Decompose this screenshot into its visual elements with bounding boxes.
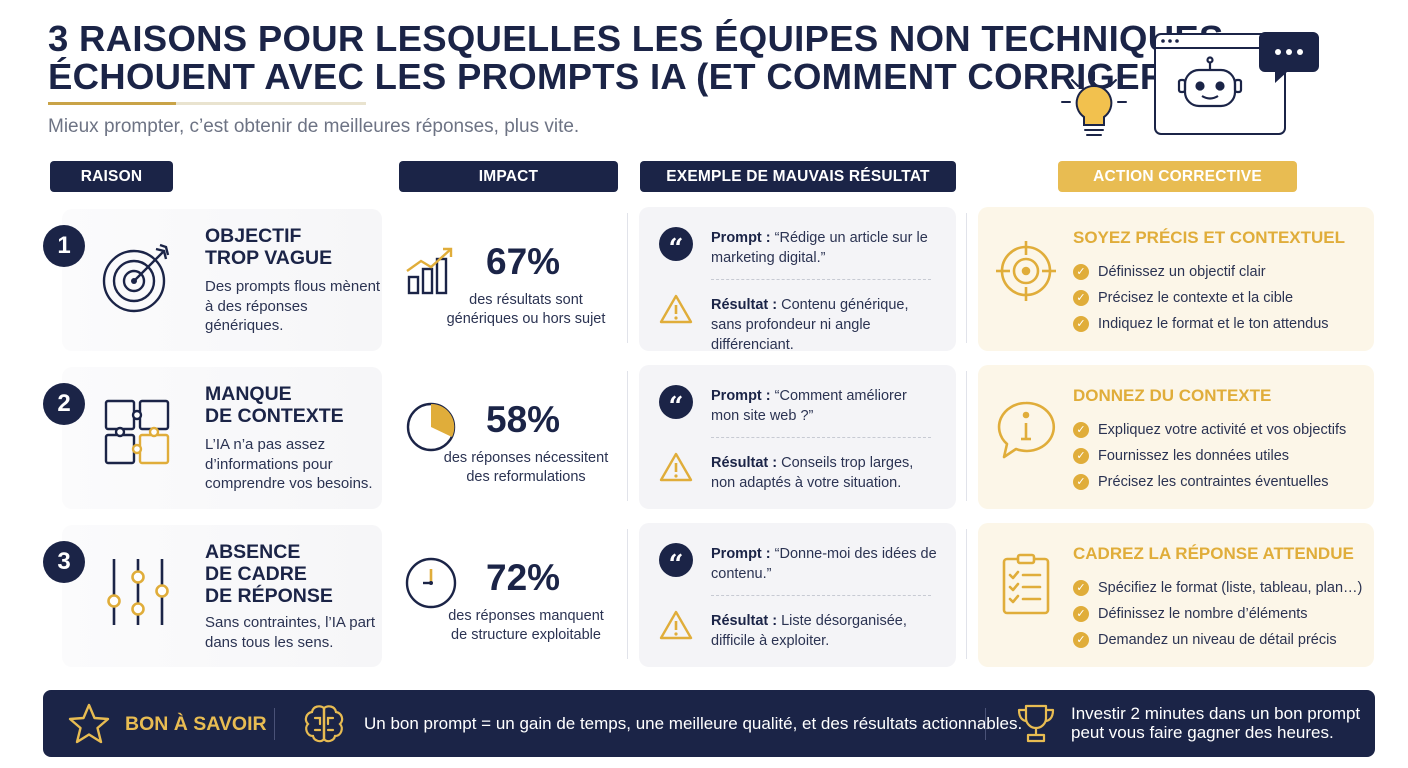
reason-title: Objectif trop vague xyxy=(205,225,333,269)
reason-row-2: 2 Manque de contexte L’IA n’a pas assez … xyxy=(0,365,1408,511)
reason-number: 1 xyxy=(43,225,85,267)
example-prompt: Prompt : “Donne-moi des idées de contenu… xyxy=(711,546,937,582)
example-result: Résultat : Conseils trop larges, non ada… xyxy=(711,455,914,491)
quote-icon: “ xyxy=(659,385,693,420)
divider xyxy=(966,213,967,343)
dotted-divider xyxy=(711,437,931,438)
column-header-exemple: EXEMPLE DE MAUVAIS RÉSULTAT xyxy=(640,161,956,192)
checklist-icon xyxy=(1002,553,1050,615)
impact-value: 72% xyxy=(486,557,561,598)
checklist-item: Définissez le nombre d’éléments xyxy=(1073,601,1362,627)
column-header-impact: IMPACT xyxy=(399,161,618,192)
reason-card xyxy=(62,209,382,351)
sliders-icon xyxy=(107,559,169,625)
example-result: Résultat : Contenu générique, sans profo… xyxy=(711,297,909,353)
impact-description: des réponses nécessitent des reformulati… xyxy=(443,450,609,485)
title-underline xyxy=(48,102,366,105)
action-checklist: Spécifiez le format (liste, tableau, pla… xyxy=(1073,575,1362,653)
example-prompt: Prompt : “Rédige un article sur le marke… xyxy=(711,230,928,266)
title-line-1: 3 raisons pour lesquelles les équipes no… xyxy=(48,18,1224,59)
dotted-divider xyxy=(711,595,931,596)
divider xyxy=(274,708,275,740)
divider xyxy=(627,529,628,659)
checklist-item: Spécifiez le format (liste, tableau, pla… xyxy=(1073,575,1362,601)
page-title: 3 raisons pour lesquelles les équipes no… xyxy=(48,18,1224,97)
example-prompt: Prompt : “Comment améliorer mon site web… xyxy=(711,388,907,424)
reason-description: Des prompts flous mènent à des réponses … xyxy=(205,278,381,334)
reason-number: 2 xyxy=(43,383,85,425)
warning-icon xyxy=(659,610,693,640)
puzzle-icon xyxy=(104,399,170,465)
divider xyxy=(966,371,967,501)
checklist-item: Précisez le contexte et la cible xyxy=(1073,285,1329,311)
clock-icon xyxy=(405,557,457,609)
pie-chart-icon xyxy=(406,402,456,452)
robot-icon xyxy=(1177,56,1243,108)
action-checklist: Expliquez votre activité et vos objectif… xyxy=(1073,417,1346,495)
checklist-item: Demandez un niveau de détail précis xyxy=(1073,627,1362,653)
column-header-raison: RAISON xyxy=(50,161,173,192)
reason-row-1: 1 Objectif trop vague Des prompts flous … xyxy=(0,207,1408,353)
divider xyxy=(627,371,628,501)
checklist-item: Précisez les contraintes éventuelles xyxy=(1073,469,1346,495)
warning-icon xyxy=(659,294,693,324)
action-title: Donnez du contexte xyxy=(1073,386,1272,405)
tip-banner: BON À SAVOIR Un bon prompt = un gain de … xyxy=(43,690,1375,757)
reason-number: 3 xyxy=(43,541,85,583)
reason-title: Absence de cadre de réponse xyxy=(205,541,333,607)
warning-icon xyxy=(659,452,693,482)
crosshair-icon xyxy=(996,241,1056,301)
example-result: Résultat : Liste désorganisée, difficile… xyxy=(711,613,907,649)
dotted-divider xyxy=(711,279,931,280)
checklist-item: Expliquez votre activité et vos objectif… xyxy=(1073,417,1346,443)
ai-chatbot-illustration xyxy=(1061,32,1319,136)
action-title: Cadrez la réponse attendue xyxy=(1073,544,1354,563)
info-bubble-icon xyxy=(997,401,1056,459)
reason-description: L’IA n’a pas assez d’informations pour c… xyxy=(205,436,373,492)
title-line-2: échouent avec les prompts IA (et comment… xyxy=(48,56,1179,97)
quote-icon: “ xyxy=(659,227,693,262)
page-subtitle: Mieux prompter, c’est obtenir de meilleu… xyxy=(48,116,580,137)
impact-value: 67% xyxy=(486,241,561,282)
action-checklist: Définissez un objectif clair Précisez le… xyxy=(1073,259,1329,337)
bar-chart-icon xyxy=(406,247,453,295)
tip-label: BON À SAVOIR xyxy=(125,713,267,735)
reason-description: Sans contraintes, l’IA part dans tous le… xyxy=(205,614,376,651)
impact-description: des résultats sont génériques ou hors su… xyxy=(446,292,606,327)
reason-card xyxy=(62,367,382,509)
checklist-item: Définissez un objectif clair xyxy=(1073,259,1329,285)
lightbulb-icon xyxy=(1061,71,1127,136)
checklist-item: Indiquez le format et le ton attendus xyxy=(1073,311,1329,337)
quote-icon: “ xyxy=(659,543,693,578)
impact-value: 58% xyxy=(486,399,561,440)
impact-description: des réponses manquent de structure explo… xyxy=(448,608,604,643)
divider xyxy=(966,529,967,659)
action-title: Soyez précis et contextuel xyxy=(1073,228,1346,247)
reason-row-3: 3 Absence de cadre de réponse Sans contr… xyxy=(0,523,1408,669)
column-header-action: ACTION CORRECTIVE xyxy=(1058,161,1297,192)
tip-text: Un bon prompt = un gain de temps, une me… xyxy=(364,714,1023,733)
divider xyxy=(627,213,628,343)
star-icon xyxy=(68,703,110,744)
tip-text-secondary: Investir 2 minutes dans un bon prompt pe… xyxy=(1071,704,1361,742)
chat-bubble-icon xyxy=(1259,32,1319,83)
brain-icon xyxy=(304,705,344,743)
trophy-icon xyxy=(1017,704,1055,743)
reason-title: Manque de contexte xyxy=(205,383,344,427)
checklist-item: Fournissez les données utiles xyxy=(1073,443,1346,469)
target-icon xyxy=(102,243,170,313)
divider xyxy=(985,708,986,740)
